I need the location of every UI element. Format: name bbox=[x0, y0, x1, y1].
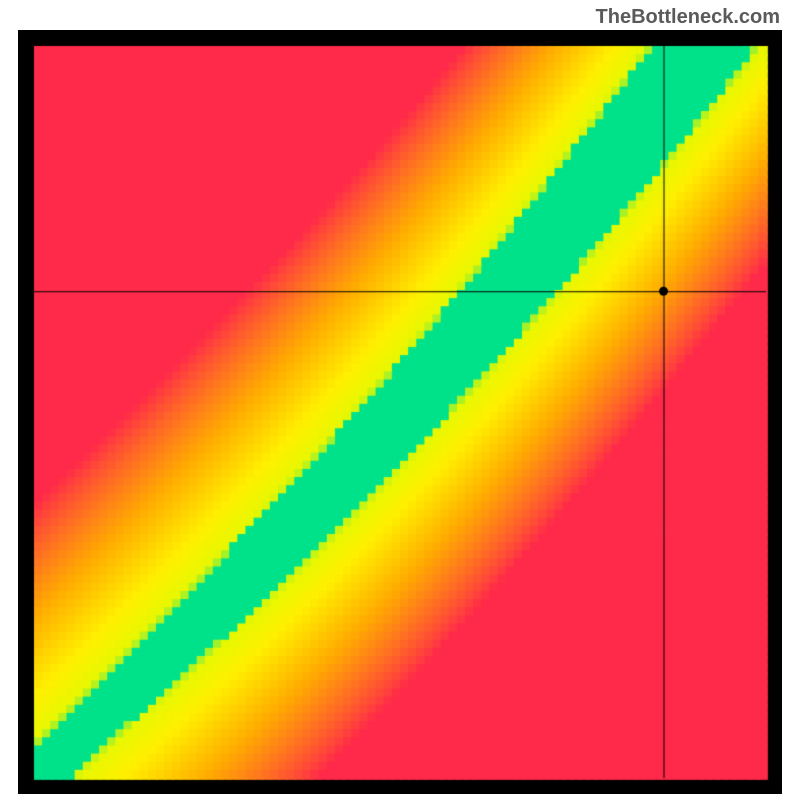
chart-frame bbox=[18, 30, 782, 794]
bottleneck-heatmap bbox=[18, 30, 782, 794]
attribution-text: TheBottleneck.com bbox=[596, 6, 780, 29]
root-container: TheBottleneck.com bbox=[0, 0, 800, 800]
